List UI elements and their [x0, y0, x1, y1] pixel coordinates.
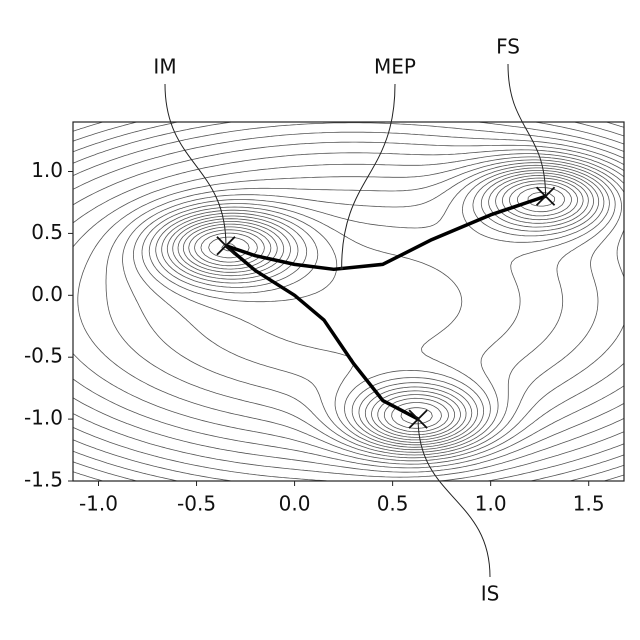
x-tick-label: 1.0	[475, 492, 507, 516]
x-tick-label: 0.5	[377, 492, 409, 516]
annotation-label: MEP	[374, 55, 416, 79]
y-tick-label: 0.5	[31, 220, 63, 244]
y-tick-label: -0.5	[24, 344, 63, 368]
saddle-point	[340, 267, 343, 270]
y-tick-label: -1.0	[24, 406, 63, 430]
annotation-label: IS	[481, 582, 500, 606]
x-tick-label: -0.5	[177, 492, 216, 516]
annotation-label: IM	[153, 55, 176, 79]
chart: -1.0 -0.5 0.0 0.5 1.0 1.5 1.0 0.5 0.0 -0.5 -1.0 -1.…	[0, 0, 640, 640]
y-tick-label: -1.5	[24, 468, 63, 492]
y-tick-label: 1.0	[31, 158, 63, 182]
annotation-label: FS	[496, 35, 520, 59]
y-tick-label: 0.0	[31, 282, 63, 306]
x-tick-label: 1.5	[573, 492, 605, 516]
x-tick-label: 0.0	[279, 492, 311, 516]
background	[0, 0, 640, 640]
x-tick-label: -1.0	[79, 492, 118, 516]
